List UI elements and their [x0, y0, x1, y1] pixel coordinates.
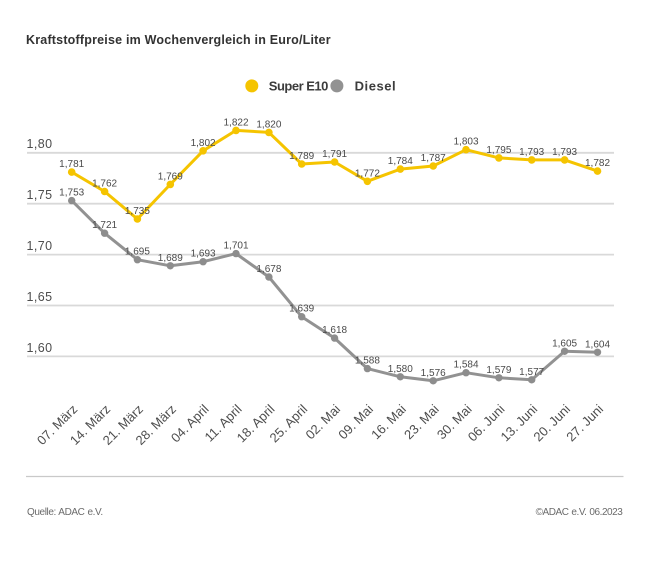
svg-text:1,580: 1,580	[388, 364, 413, 375]
svg-text:1,605: 1,605	[552, 338, 577, 349]
svg-text:1,802: 1,802	[191, 138, 216, 149]
svg-text:1,576: 1,576	[421, 368, 446, 379]
svg-text:1,784: 1,784	[388, 156, 413, 167]
svg-text:1,781: 1,781	[59, 159, 84, 170]
svg-text:1,70: 1,70	[27, 239, 53, 253]
svg-text:1,787: 1,787	[421, 153, 446, 164]
svg-text:1,65: 1,65	[27, 290, 53, 304]
svg-text:1,803: 1,803	[453, 137, 478, 148]
svg-text:1,618: 1,618	[322, 325, 347, 336]
svg-text:1,639: 1,639	[289, 304, 314, 315]
svg-text:1,820: 1,820	[256, 119, 281, 130]
svg-text:1,735: 1,735	[125, 206, 150, 217]
svg-text:1,588: 1,588	[355, 356, 380, 367]
svg-text:1,579: 1,579	[486, 365, 511, 376]
svg-text:Quelle: ADAC e.V.: Quelle: ADAC e.V.	[27, 507, 103, 518]
svg-text:1,701: 1,701	[223, 241, 248, 252]
svg-text:Diesel: Diesel	[355, 78, 397, 93]
svg-text:1,577: 1,577	[519, 367, 544, 378]
svg-text:1,678: 1,678	[256, 264, 281, 275]
svg-text:1,695: 1,695	[125, 247, 150, 258]
svg-text:1,75: 1,75	[27, 188, 53, 202]
svg-text:1,822: 1,822	[223, 117, 248, 128]
svg-text:1,753: 1,753	[59, 188, 84, 199]
svg-text:1,791: 1,791	[322, 149, 347, 160]
svg-text:1,795: 1,795	[486, 145, 511, 156]
svg-text:1,604: 1,604	[585, 339, 610, 350]
svg-text:1,584: 1,584	[453, 360, 478, 371]
svg-text:1,793: 1,793	[552, 147, 577, 158]
svg-text:Super E10: Super E10	[269, 78, 328, 93]
svg-text:Kraftstoffpreise im Wochenverg: Kraftstoffpreise im Wochenvergleich in E…	[26, 33, 331, 47]
svg-text:1,769: 1,769	[158, 171, 183, 182]
svg-text:1,782: 1,782	[585, 158, 610, 169]
svg-text:©ADAC e.V. 06.2023: ©ADAC e.V. 06.2023	[536, 507, 624, 518]
svg-text:1,60: 1,60	[27, 341, 53, 355]
svg-text:1,762: 1,762	[92, 179, 117, 190]
svg-text:1,693: 1,693	[191, 249, 216, 260]
svg-text:1,80: 1,80	[27, 137, 53, 151]
svg-text:1,793: 1,793	[519, 147, 544, 158]
svg-text:1,772: 1,772	[355, 168, 380, 179]
svg-text:1,789: 1,789	[289, 151, 314, 162]
svg-text:1,721: 1,721	[92, 220, 117, 231]
svg-text:1,689: 1,689	[158, 253, 183, 264]
